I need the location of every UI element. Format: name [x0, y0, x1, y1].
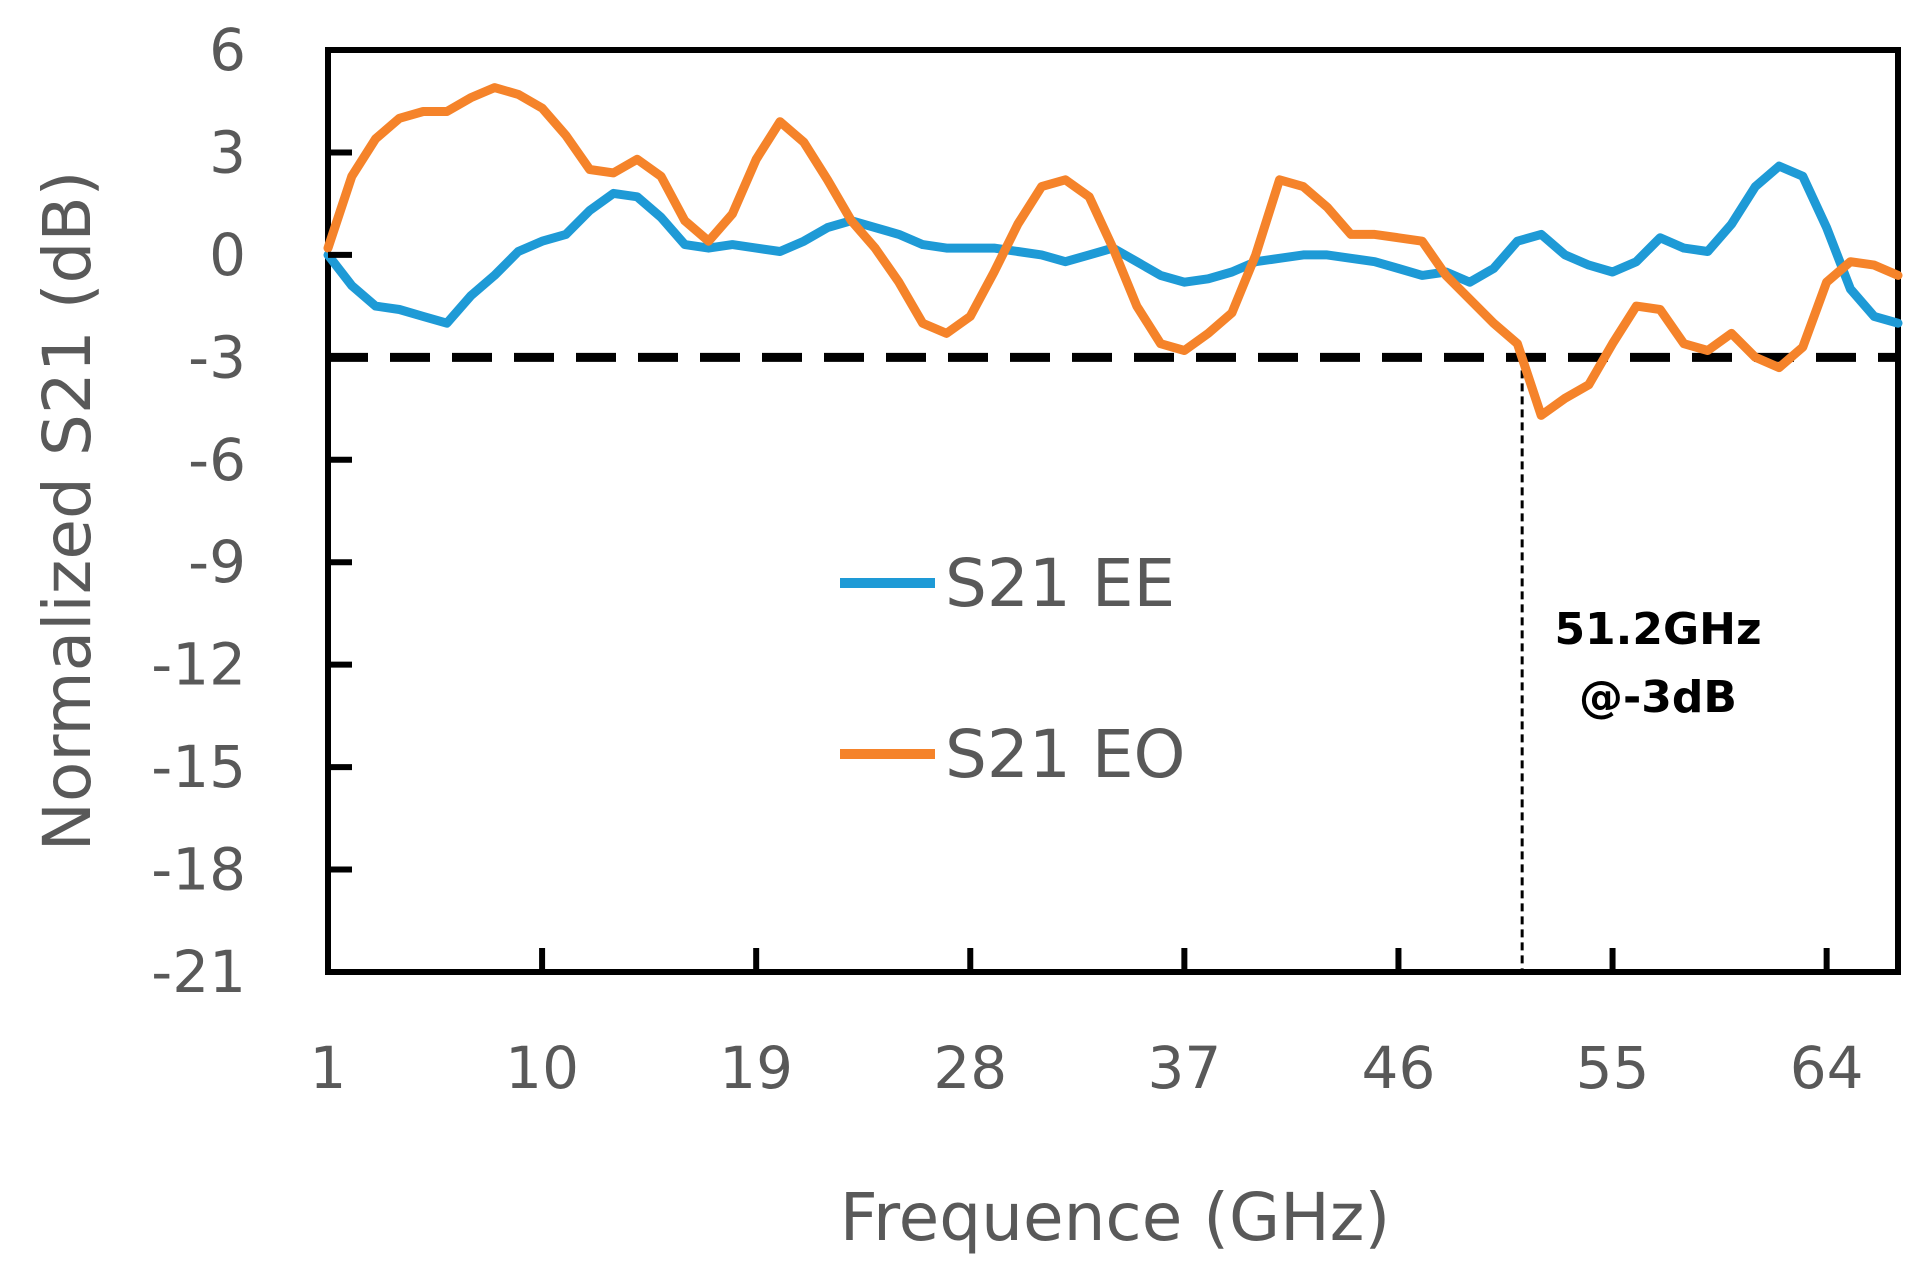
x-axis-title: Frequence (GHz) — [840, 1179, 1390, 1256]
y-tick-label: -3 — [188, 323, 246, 391]
y-tick-label: 0 — [209, 221, 246, 289]
y-tick-label: -15 — [151, 733, 246, 801]
plot-area-frame — [325, 47, 1901, 975]
y-tick-label: 6 — [209, 16, 246, 84]
y-tick-label: -18 — [151, 836, 246, 904]
y-axis-ticks: 6 3 0 -3 -6 -9 -12 -15 -18 -21 — [151, 16, 352, 1006]
y-axis-title: Normalized S21 (dB) — [29, 171, 106, 852]
series-line-s21-eo — [323, 83, 1903, 420]
x-tick-label: 10 — [505, 1034, 579, 1102]
x-tick-label: 37 — [1147, 1034, 1221, 1102]
legend-label-s21-ee: S21 EE — [945, 545, 1175, 622]
x-tick-label: 46 — [1362, 1034, 1436, 1102]
legend: S21 EE S21 EO — [840, 545, 1186, 793]
y-tick-label: -6 — [188, 426, 246, 494]
annotation-frequency: 51.2GHz — [1554, 604, 1761, 655]
x-tick-label: 55 — [1576, 1034, 1650, 1102]
y-tick-label: -12 — [151, 631, 246, 699]
x-tick-label: 19 — [719, 1034, 793, 1102]
y-tick-label: 3 — [209, 118, 246, 186]
annotation-threshold: @-3dB — [1579, 672, 1737, 723]
x-tick-label: 1 — [310, 1034, 347, 1102]
x-tick-label: 28 — [933, 1034, 1007, 1102]
y-tick-label: -21 — [151, 938, 246, 1006]
x-tick-label: 64 — [1790, 1034, 1864, 1102]
legend-label-s21-eo: S21 EO — [945, 716, 1186, 793]
y-tick-label: -9 — [188, 528, 246, 596]
x-axis-ticks: 1 10 19 28 37 46 55 64 — [310, 948, 1864, 1102]
